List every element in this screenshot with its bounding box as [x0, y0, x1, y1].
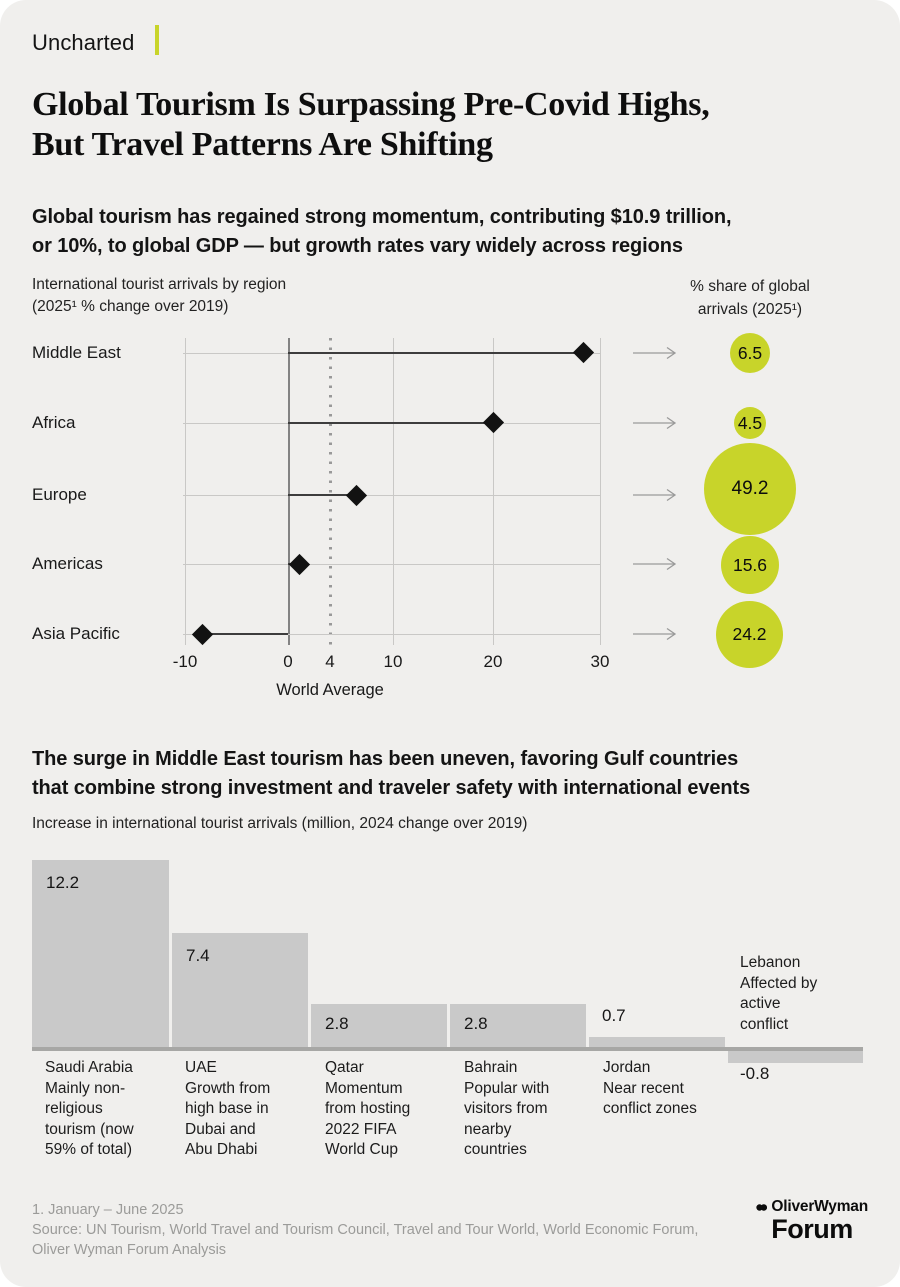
- headline-line2: But Travel Patterns Are Shifting: [32, 126, 493, 163]
- bar-note-saudi-arabia: Mainly non-religious tourism (now 59% of…: [45, 1079, 134, 1159]
- source-line1: Source: UN Tourism, World Travel and Tou…: [32, 1222, 699, 1238]
- bubble-value: 4.5: [737, 412, 763, 433]
- gridline-x-neg10: [185, 338, 186, 645]
- bar-label-saudi-arabia: Saudi Arabia: [45, 1059, 133, 1076]
- row-label-africa: Africa: [32, 413, 76, 432]
- bubble-value: 6.5: [737, 342, 763, 363]
- diamond-marker-africa: [482, 411, 505, 434]
- headline-line1: Global Tourism Is Surpassing Pre-Covid H…: [32, 86, 710, 123]
- source-line2: Oliver Wyman Forum Analysis: [32, 1242, 227, 1258]
- logo-name: OliverWyman: [771, 1198, 868, 1215]
- x-tick: 4: [325, 652, 335, 671]
- bar-label-lebanon: Lebanon: [740, 954, 801, 971]
- bubble-column-title-line1: % share of global: [690, 278, 810, 295]
- arrow-icon: [633, 627, 677, 641]
- oliver-wyman-forum-logo: OliverWyman Forum: [756, 1198, 868, 1244]
- arrow-icon: [633, 557, 677, 571]
- bar-value-jordan: 0.7: [602, 1006, 626, 1025]
- stem-europe: [288, 494, 357, 496]
- logo-row: OliverWyman: [756, 1198, 868, 1216]
- dotplot-title-line2: (2025¹ % change over 2019): [32, 298, 229, 315]
- bar-label-uae: UAE: [185, 1059, 217, 1076]
- row-label-americas: Americas: [32, 554, 103, 573]
- bubble-americas: 15.6: [721, 536, 779, 594]
- row-line: [183, 495, 600, 496]
- bubble-asia-pacific: 24.2: [716, 601, 783, 668]
- bar-value-bahrain: 2.8: [464, 1014, 488, 1033]
- x-tick: 30: [590, 652, 610, 671]
- section2-subtitle-line2: that combine strong investment and trave…: [32, 777, 751, 799]
- bar-value-qatar: 2.8: [325, 1014, 349, 1033]
- bar-label-bahrain: Bahrain: [464, 1059, 518, 1076]
- stem-asia-pacific: [203, 633, 288, 635]
- bar-jordan: [589, 1037, 725, 1048]
- bubble-value: 15.6: [732, 554, 768, 575]
- section2-subtitle-line1: The surge in Middle East tourism has bee…: [32, 748, 739, 770]
- arrow-icon: [633, 346, 677, 360]
- bar-note-lebanon: Affected by active conflict: [740, 974, 818, 1033]
- x-tick: 20: [483, 652, 503, 671]
- gridline-x-zero: [288, 338, 290, 645]
- bar-label-jordan: Jordan: [603, 1059, 651, 1076]
- section1-subtitle-line2: or 10%, to global GDP — but growth rates…: [32, 235, 683, 257]
- annotation-lebanon: Lebanon Affected by active conflict: [740, 953, 820, 1035]
- bar-note-jordan: Near recent conflict zones: [603, 1079, 697, 1118]
- bar-note-bahrain: Popular with visitors from nearby countr…: [464, 1079, 550, 1159]
- bar-value-lebanon: -0.8: [740, 1064, 770, 1083]
- bar-note-uae: Growth from high base in Dubai and Abu D…: [185, 1079, 271, 1159]
- bubble-middle-east: 6.5: [730, 333, 770, 373]
- stem-middle-east: [288, 352, 584, 354]
- footnote: 1. January – June 2025: [32, 1202, 184, 1218]
- row-label-asia-pacific: Asia Pacific: [32, 624, 120, 643]
- diamond-marker-middle-east: [572, 341, 595, 364]
- x-tick: 0: [283, 652, 293, 671]
- bar-value-uae: 7.4: [186, 946, 210, 965]
- row-label-europe: Europe: [32, 485, 87, 504]
- gridline-x-10: [393, 338, 394, 645]
- bar-label-block-saudi-arabia: Saudi Arabia Mainly non-religious touris…: [45, 1058, 157, 1161]
- x-tick: -10: [172, 652, 198, 671]
- bar-label-block-uae: UAE Growth from high base in Dubai and A…: [185, 1058, 283, 1161]
- bar-bahrain: [450, 1004, 586, 1048]
- row-line: [183, 634, 600, 635]
- stem-africa: [288, 422, 494, 424]
- bar-value-saudi-arabia: 12.2: [46, 873, 80, 892]
- bar-label-qatar: Qatar: [325, 1059, 364, 1076]
- x-tick: 10: [383, 652, 403, 671]
- bar-label-block-jordan: Jordan Near recent conflict zones: [603, 1058, 698, 1120]
- bubble-africa: 4.5: [734, 407, 766, 439]
- dotplot-title-line1: International tourist arrivals by region: [32, 276, 287, 293]
- logo-circles-icon: [756, 1203, 768, 1211]
- row-label-middle-east: Middle East: [32, 343, 121, 362]
- diamond-marker-americas: [288, 553, 311, 576]
- bar-qatar: [311, 1004, 447, 1048]
- logo-sub: Forum: [771, 1214, 853, 1244]
- bar-uae: [172, 933, 308, 1048]
- bar-note-qatar: Momentum from hosting 2022 FIFA World Cu…: [325, 1079, 411, 1159]
- bar-label-block-qatar: Qatar Momentum from hosting 2022 FIFA Wo…: [325, 1058, 423, 1161]
- bubble-column-title-line2: arrivals (2025¹): [697, 301, 803, 318]
- row-line: [183, 564, 600, 565]
- kicker-label: Uncharted: [32, 30, 135, 55]
- arrow-icon: [633, 488, 677, 502]
- bubble-value: 24.2: [732, 624, 767, 644]
- bar-saudi-arabia: [32, 860, 169, 1048]
- world-average-label: World Average: [276, 681, 384, 699]
- bubble-value: 49.2: [731, 478, 769, 499]
- gridline-x-30: [600, 338, 601, 645]
- diamond-marker-asia-pacific: [191, 623, 214, 646]
- gridline-x-20: [493, 338, 494, 645]
- kicker-accent-bar: [155, 25, 159, 55]
- world-average-reference-line: [329, 338, 332, 645]
- bar-lebanon-negative: [728, 1051, 863, 1063]
- bubble-europe: 49.2: [704, 443, 796, 535]
- arrow-icon: [633, 416, 677, 430]
- diamond-marker-europe: [345, 484, 368, 507]
- barchart-title: Increase in international tourist arriva…: [32, 815, 528, 832]
- bar-label-block-bahrain: Bahrain Popular with visitors from nearb…: [464, 1058, 556, 1161]
- barchart-baseline: [32, 1047, 863, 1051]
- section1-subtitle-line1: Global tourism has regained strong momen…: [32, 206, 732, 228]
